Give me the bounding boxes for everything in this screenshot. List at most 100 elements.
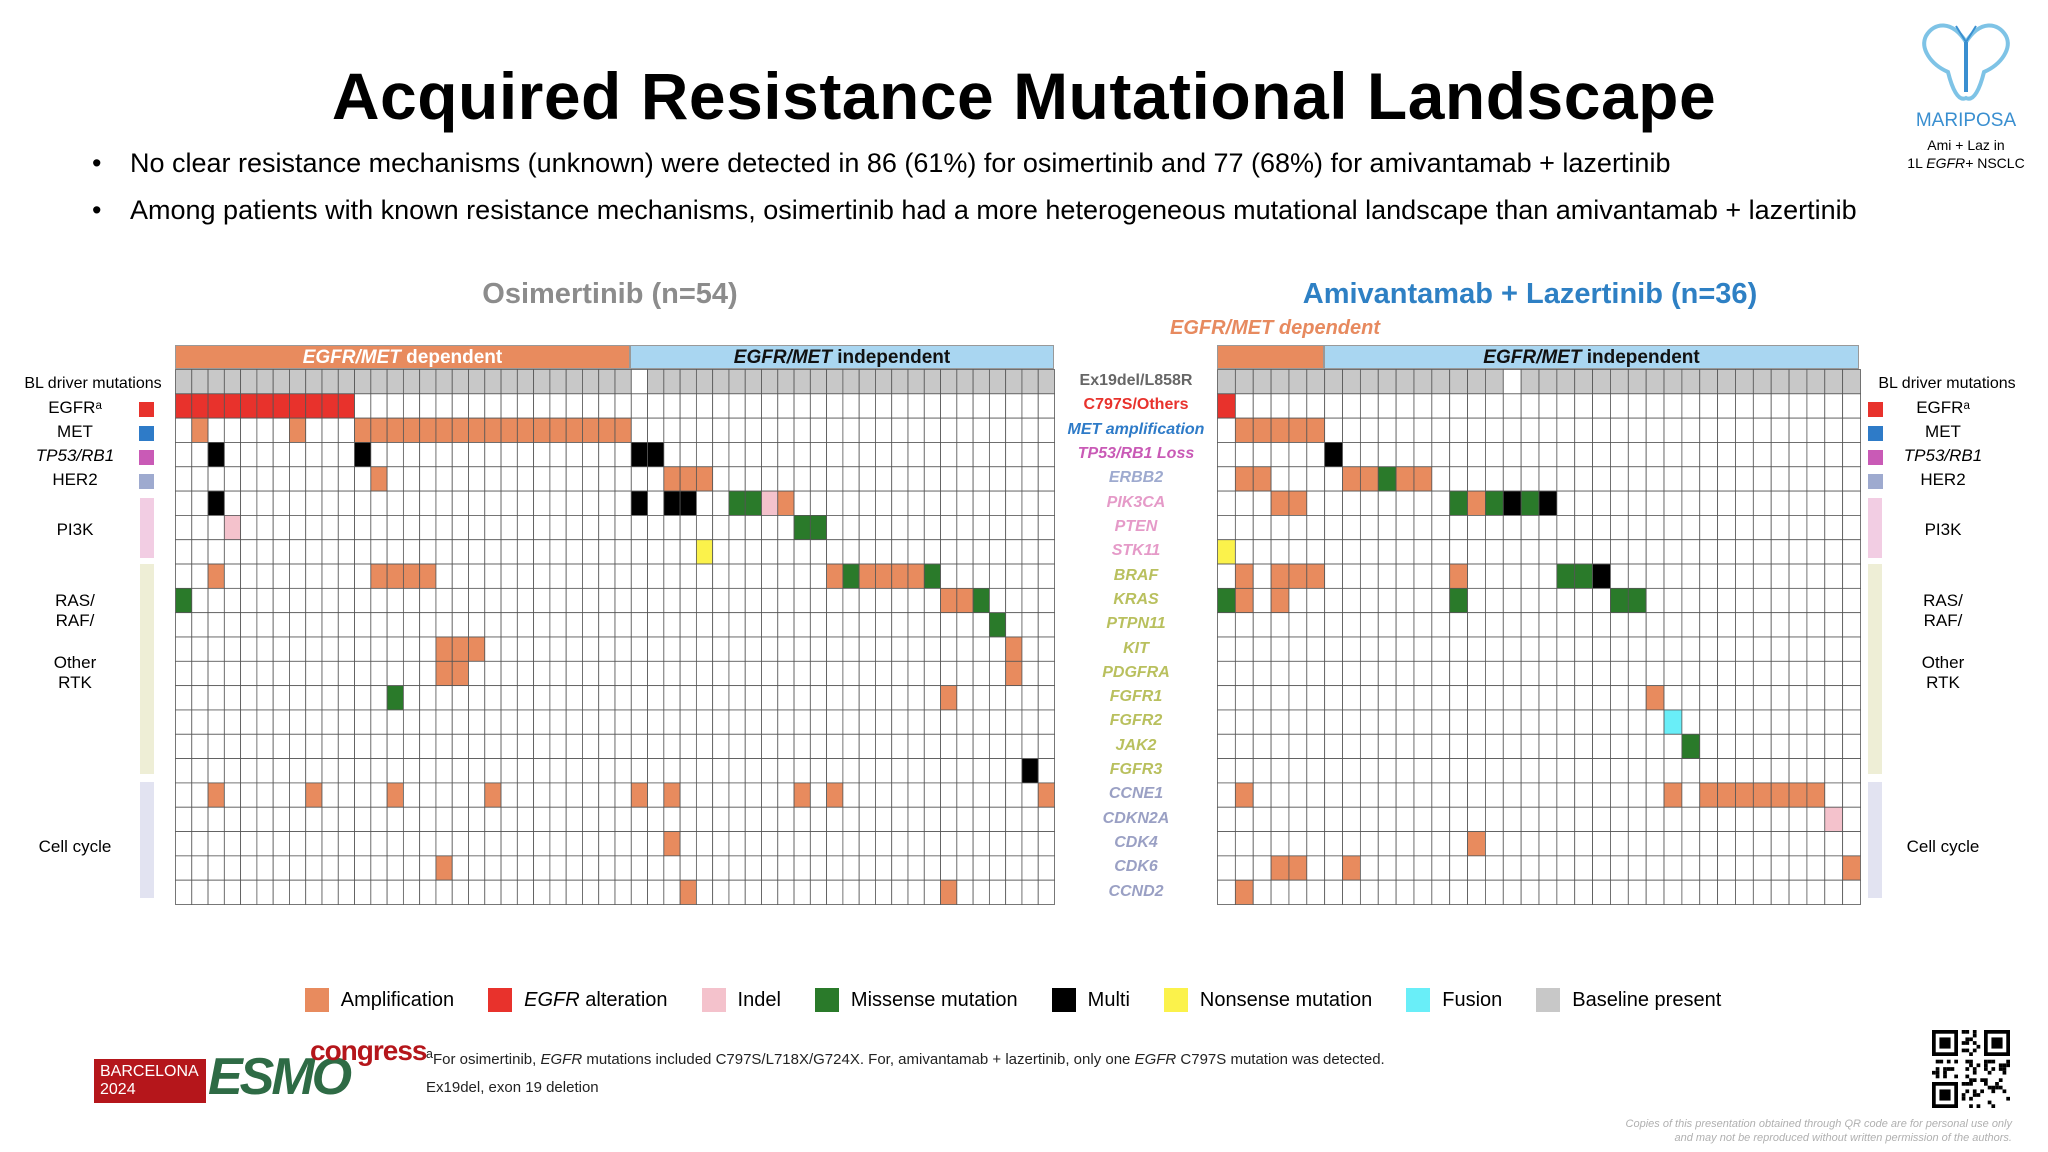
heatmap-cell bbox=[419, 685, 437, 711]
heatmap-cell bbox=[842, 782, 860, 808]
heatmap-cell bbox=[1234, 369, 1254, 395]
heatmap-cell bbox=[1306, 612, 1326, 638]
heatmap-cell bbox=[1324, 879, 1343, 905]
heatmap-cell bbox=[207, 612, 225, 638]
heatmap-cell bbox=[386, 758, 404, 784]
heatmap-cell bbox=[1502, 539, 1522, 565]
heatmap-cell bbox=[923, 417, 941, 443]
heatmap-cell bbox=[1717, 831, 1736, 857]
heatmap-cell bbox=[1377, 831, 1397, 857]
heatmap-cell bbox=[1288, 563, 1308, 589]
heatmap-cell bbox=[695, 369, 714, 395]
heatmap-cell bbox=[1395, 636, 1415, 662]
heatmap-cell bbox=[647, 612, 665, 638]
heatmap-cell bbox=[956, 782, 974, 808]
heatmap-cell bbox=[907, 563, 925, 589]
heatmap-cell bbox=[1663, 515, 1683, 541]
heatmap-cell bbox=[809, 466, 828, 492]
heatmap-cell bbox=[1520, 782, 1540, 808]
heatmap-cell bbox=[988, 539, 1007, 565]
heatmap-cell bbox=[712, 587, 730, 614]
heatmap-cell bbox=[1592, 587, 1611, 614]
heatmap-cell bbox=[289, 685, 307, 711]
heatmap-cell bbox=[875, 806, 893, 832]
heatmap-cell bbox=[809, 831, 828, 857]
heatmap-cell bbox=[256, 733, 274, 759]
heatmap-cell bbox=[191, 806, 209, 832]
heatmap-cell bbox=[223, 685, 242, 711]
heatmap-cell bbox=[663, 515, 681, 541]
heatmap-cell bbox=[451, 806, 469, 832]
heatmap-cell bbox=[1485, 636, 1504, 662]
heatmap-cell bbox=[826, 709, 844, 735]
heatmap-cell bbox=[858, 733, 876, 759]
heatmap-cell bbox=[549, 563, 567, 589]
heatmap-cell bbox=[484, 879, 502, 905]
heatmap-cell bbox=[1520, 369, 1540, 395]
heatmap-cell bbox=[1467, 515, 1486, 541]
heatmap-cell bbox=[663, 879, 681, 905]
heatmap-cell bbox=[240, 806, 258, 832]
heatmap-cell bbox=[1359, 369, 1379, 395]
heatmap-cell bbox=[1377, 417, 1397, 443]
heatmap-cell bbox=[305, 393, 323, 419]
heatmap-cell bbox=[386, 685, 404, 711]
heatmap-cell bbox=[289, 782, 307, 808]
heatmap-cell bbox=[565, 660, 583, 687]
heatmap-cell bbox=[386, 733, 404, 759]
heatmap-cell bbox=[1806, 539, 1826, 565]
heatmap-cell bbox=[1592, 758, 1611, 784]
heatmap-cell bbox=[630, 782, 648, 808]
legend-swatch bbox=[1163, 988, 1188, 1012]
heatmap-cell bbox=[923, 685, 941, 711]
heatmap-cell bbox=[1342, 636, 1361, 662]
heatmap-cell bbox=[744, 709, 762, 735]
heatmap-cell bbox=[516, 758, 535, 784]
qr-code-icon[interactable] bbox=[1932, 1030, 2010, 1108]
heatmap-cell bbox=[1252, 685, 1272, 711]
heatmap-cell bbox=[272, 831, 290, 857]
heatmap-cell bbox=[1306, 806, 1326, 832]
heatmap-cell bbox=[1574, 515, 1593, 541]
heatmap-cell bbox=[663, 782, 681, 808]
heatmap-cell bbox=[1502, 515, 1522, 541]
heatmap-cell bbox=[1342, 879, 1361, 905]
heatmap-cell bbox=[1717, 393, 1736, 419]
heatmap-cell bbox=[305, 831, 323, 857]
heatmap-cell bbox=[614, 490, 632, 516]
heatmap-cell bbox=[337, 879, 355, 905]
heatmap-cell bbox=[289, 879, 307, 905]
heatmap-cell bbox=[354, 709, 372, 735]
osimertinib-independent-band: EGFR/MET independent bbox=[630, 345, 1054, 369]
heatmap-cell bbox=[289, 369, 307, 395]
heatmap-cell bbox=[223, 806, 242, 832]
heatmap-cell bbox=[1788, 685, 1808, 711]
heatmap-cell bbox=[858, 782, 876, 808]
heatmap-cell bbox=[516, 442, 535, 468]
heatmap-cell bbox=[272, 636, 290, 662]
heatmap-cell bbox=[223, 442, 242, 468]
legend-swatch bbox=[1536, 988, 1561, 1012]
heatmap-cell bbox=[1467, 685, 1486, 711]
heatmap-cell bbox=[1005, 709, 1023, 735]
heatmap-cell bbox=[207, 758, 225, 784]
heatmap-cell bbox=[744, 636, 762, 662]
heatmap-cell bbox=[1395, 563, 1415, 589]
heatmap-cell bbox=[630, 758, 648, 784]
heatmap-cell bbox=[793, 806, 811, 832]
heatmap-cell bbox=[175, 758, 193, 784]
heatmap-cell bbox=[1681, 417, 1701, 443]
heatmap-cell bbox=[712, 612, 730, 638]
heatmap-cell bbox=[1252, 612, 1272, 638]
heatmap-cell bbox=[1806, 831, 1826, 857]
legend-label: Multi bbox=[1087, 988, 1130, 1011]
heatmap-cell bbox=[956, 709, 974, 735]
heatmap-cell bbox=[1806, 782, 1826, 808]
legend: Amplification EGFR alteration Indel Missens… bbox=[0, 985, 2048, 1015]
heatmap-cell bbox=[1788, 515, 1808, 541]
heatmap-cell bbox=[1288, 806, 1308, 832]
left-marker-egfr bbox=[139, 402, 154, 417]
heatmap-cell bbox=[402, 685, 421, 711]
heatmap-cell bbox=[858, 515, 876, 541]
heatmap-cell bbox=[1395, 782, 1415, 808]
